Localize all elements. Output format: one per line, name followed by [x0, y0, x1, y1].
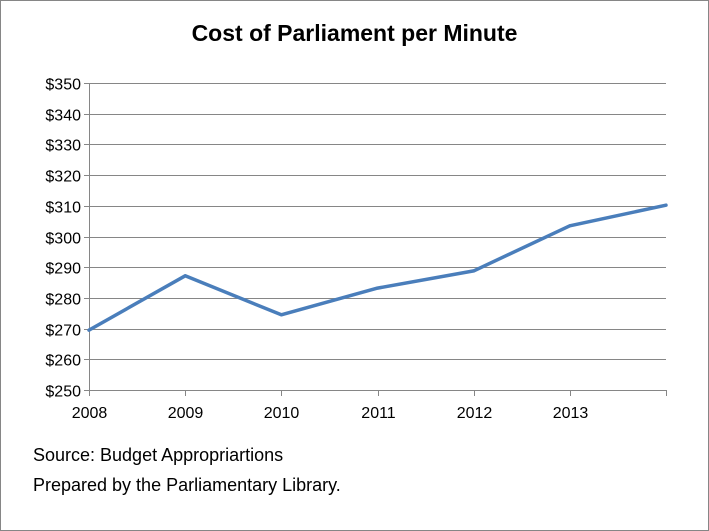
y-tick-label: $260 [45, 353, 81, 370]
y-tick-label: $330 [45, 138, 81, 155]
x-tick-label: 2013 [553, 405, 589, 422]
data-point [183, 274, 187, 278]
data-point [568, 224, 572, 228]
y-tick-label: $300 [45, 231, 81, 248]
data-point [87, 328, 91, 332]
y-tick-label: $350 [45, 77, 81, 94]
y-tick-label: $280 [45, 292, 81, 309]
x-tick-label: 2012 [457, 405, 493, 422]
source-note: Source: Budget Appropriartions Prepared … [33, 440, 341, 500]
source-line-1: Source: Budget Appropriartions [33, 445, 284, 465]
y-tick-label: $320 [45, 169, 81, 186]
y-tick-label: $310 [45, 200, 81, 217]
data-point [664, 203, 668, 207]
data-point [376, 286, 379, 290]
y-tick-label: $290 [45, 261, 81, 278]
x-tick-label: 2008 [72, 405, 108, 422]
x-tick-label: 2009 [168, 405, 204, 422]
chart-title: Cost of Parliament per Minute [191, 20, 518, 46]
data-point [472, 269, 476, 273]
x-tick-label: 2011 [361, 405, 396, 422]
y-tick-label: $270 [45, 323, 81, 340]
x-tick-label: 2010 [264, 405, 300, 422]
data-point [279, 313, 283, 317]
y-tick-label: $340 [45, 108, 81, 125]
source-line-2: Prepared by the Parliamentary Library. [33, 475, 341, 495]
y-tick-label: $250 [45, 384, 81, 401]
